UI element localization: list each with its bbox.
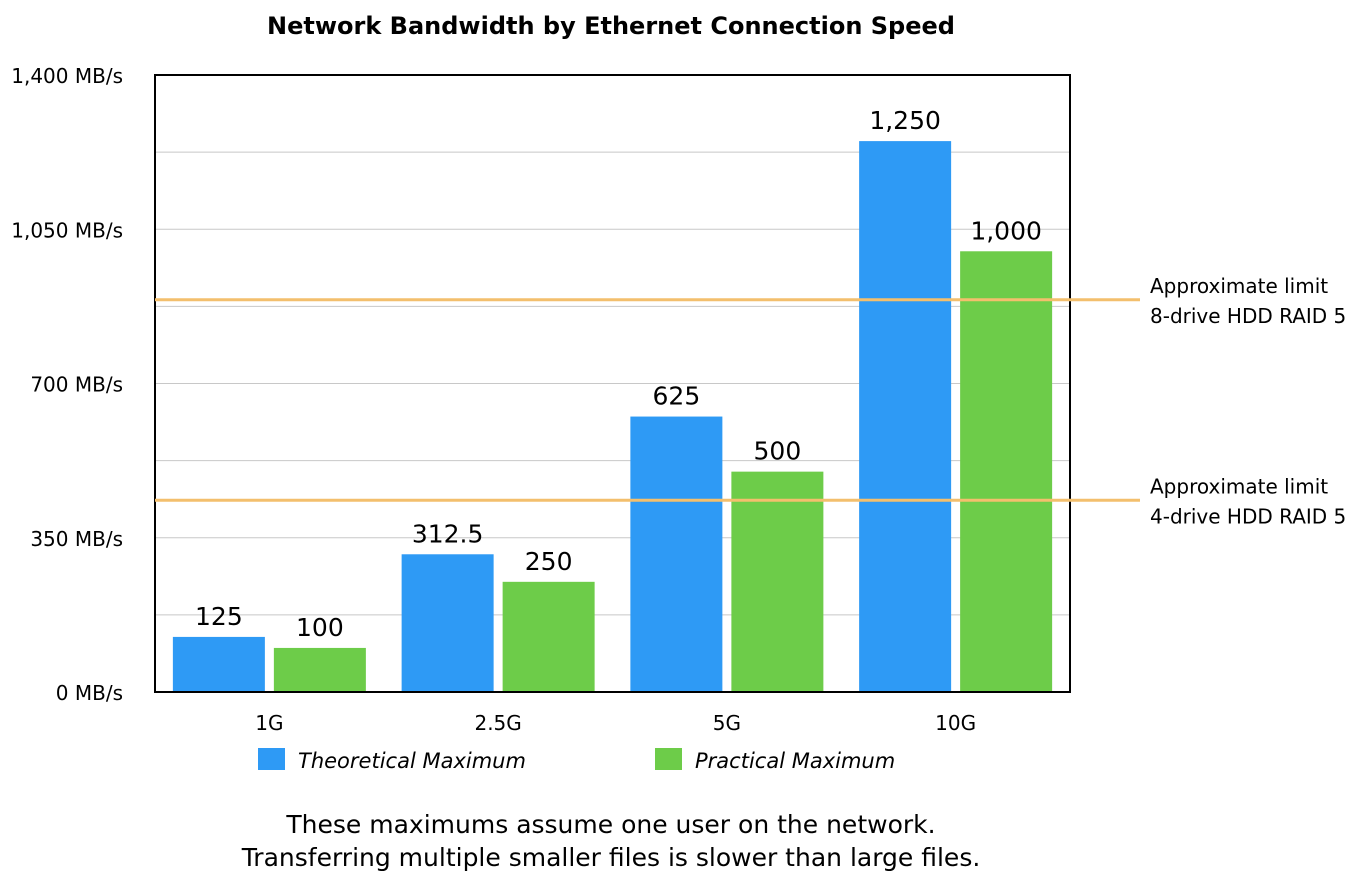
bar-practical-maximum-1g — [273, 647, 366, 692]
bar-theoretical-maximum-10g — [859, 141, 952, 692]
bar-label: 1,250 — [869, 106, 941, 135]
footnote-line: These maximums assume one user on the ne… — [285, 810, 935, 839]
bar-label: 125 — [195, 602, 243, 631]
bar-label: 500 — [754, 437, 802, 466]
reference-label: Approximate limit — [1150, 474, 1328, 498]
legend-label: Theoretical Maximum — [298, 749, 526, 773]
y-tick-label: 0 MB/s — [56, 681, 123, 705]
x-tick-label: 1G — [255, 711, 283, 735]
x-tick-label: 2.5G — [474, 711, 521, 735]
bar-practical-maximum-5g — [731, 471, 824, 692]
plot-frame — [154, 74, 1071, 693]
reference-label: 4-drive HDD RAID 5 — [1150, 504, 1346, 528]
x-axis-ticks: 1G 2.5G 5G 10G — [255, 711, 976, 735]
footnotes: These maximums assume one user on the ne… — [241, 810, 981, 872]
y-tick-label: 1,050 MB/s — [11, 218, 123, 242]
footnote-line: Transferring multiple smaller files is s… — [241, 843, 981, 872]
legend-swatch — [655, 748, 682, 770]
y-tick-label: 1,400 MB/s — [11, 64, 123, 88]
bar-label: 312.5 — [412, 519, 484, 548]
bar-label: 250 — [525, 547, 573, 576]
legend: Theoretical Maximum Practical Maximum — [258, 748, 895, 773]
bar-theoretical-maximum-2-5g — [401, 554, 494, 692]
x-tick-label: 10G — [935, 711, 976, 735]
reference-label: Approximate limit — [1150, 274, 1328, 298]
bars: 125 100 312.5 250 625 500 1,250 1,000 — [172, 106, 1053, 693]
bar-label: 100 — [296, 613, 344, 642]
y-axis-ticks: 0 MB/s 350 MB/s 700 MB/s 1,050 MB/s 1,400 MB… — [11, 64, 123, 705]
chart-title: Network Bandwidth by Ethernet Connection… — [267, 12, 955, 40]
bar-label: 1,000 — [970, 216, 1042, 245]
y-tick-label: 700 MB/s — [30, 373, 123, 397]
bar-theoretical-maximum-5g — [630, 416, 723, 692]
bar-practical-maximum-10g — [960, 251, 1053, 693]
legend-label: Practical Maximum — [695, 749, 895, 773]
gridlines — [155, 151, 1070, 616]
reference-label: 8-drive HDD RAID 5 — [1150, 304, 1346, 328]
reference-lines: Approximate limit 8-drive HDD RAID 5 Appro… — [155, 274, 1346, 528]
legend-swatch — [258, 748, 285, 770]
y-tick-label: 350 MB/s — [30, 527, 123, 551]
bar-theoretical-maximum-1g — [172, 636, 265, 692]
bar-label: 625 — [653, 382, 701, 411]
x-tick-label: 5G — [713, 711, 741, 735]
bar-practical-maximum-2-5g — [502, 581, 595, 692]
